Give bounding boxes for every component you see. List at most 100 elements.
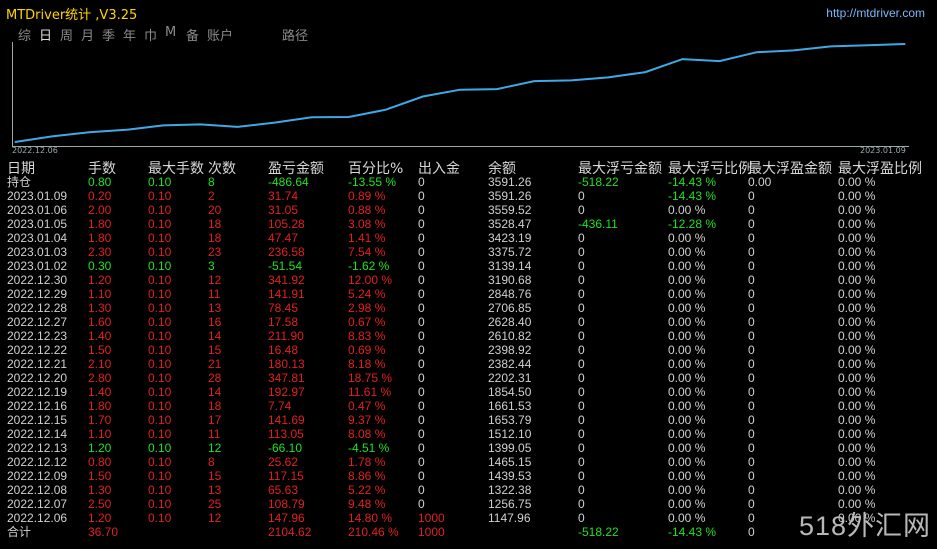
cell-0: 2022.12.20 — [7, 371, 68, 385]
website-link[interactable]: http://mtdriver.com — [826, 6, 925, 20]
cell-2: 0.10 — [148, 217, 172, 231]
cell-9: 0.00 % — [668, 427, 706, 441]
cell-5: 7.54 % — [348, 245, 386, 259]
cell-11: 0.00 % — [838, 413, 876, 427]
table-row: 持仓 0.80 0.10 8 -486.64 -13.55 % 0 3591.26 -518.2… — [0, 175, 937, 189]
cell-1: 1.20 — [88, 441, 112, 455]
cell-6: 0 — [418, 273, 425, 287]
cell-8: 0 — [578, 245, 585, 259]
tab-10[interactable]: 路径 — [282, 29, 309, 44]
cell-3: 17 — [208, 413, 222, 427]
cell-8: 0 — [578, 371, 585, 385]
cell-9: 0.00 % — [668, 441, 706, 455]
cell-10: 0.00 — [748, 175, 772, 189]
tab-3[interactable]: 月 — [81, 29, 95, 44]
cell-3: 13 — [208, 301, 222, 315]
cell-10: 0 — [748, 245, 755, 259]
cell-9: -14.43 % — [668, 189, 717, 203]
cell-11: 0.00 % — [838, 245, 876, 259]
equity-point-5 — [199, 123, 202, 126]
tab-4[interactable]: 季 — [102, 29, 116, 44]
cell-6: 0 — [418, 315, 425, 329]
cell-11: 0.00 % — [838, 343, 876, 357]
cell-2: 0.10 — [148, 399, 172, 413]
cell-4: 105.28 — [268, 217, 305, 231]
cell-5: 0.47 % — [348, 399, 386, 413]
table-row: 2022.12.14 1.10 0.10 11 113.05 8.08 % 0 1512.10… — [0, 427, 937, 441]
cell-9: 0.00 % — [668, 371, 706, 385]
cell-8: 0 — [578, 315, 585, 329]
cell-9: 0.00 % — [668, 511, 706, 525]
cell-7: 1653.79 — [488, 413, 532, 427]
cell-11: 0.00 % — [838, 217, 876, 231]
cell-10: 0 — [748, 483, 755, 497]
equity-line-chart — [14, 43, 906, 143]
tab-6[interactable]: 巾 — [144, 29, 158, 44]
cell-11: 0.00 % — [838, 483, 876, 497]
cell-9: 0.00 % — [668, 315, 706, 329]
equity-point-8 — [311, 116, 313, 118]
cell-6: 0 — [418, 483, 425, 497]
cell-2: 0.10 — [148, 259, 172, 273]
cell-3: 11 — [208, 427, 221, 441]
cell-0: 2022.12.28 — [7, 301, 68, 315]
cell-1: 1.30 — [88, 483, 112, 497]
cell-6: 0 — [418, 497, 425, 511]
equity-chart — [12, 42, 909, 147]
cell-8: 0 — [578, 483, 585, 497]
cell-6: 1000 — [418, 511, 445, 525]
cell-4: -51.54 — [268, 259, 303, 273]
table-row: 2022.12.28 1.30 0.10 13 78.45 2.98 % 0 2706.85 0… — [0, 301, 937, 315]
cell-5: 0.67 % — [348, 315, 386, 329]
tab-2[interactable]: 周 — [60, 29, 74, 44]
cell-2: 0.10 — [148, 357, 172, 371]
cell-3: 8 — [208, 175, 215, 189]
table-row: 2022.12.16 1.80 0.10 18 7.74 0.47 % 0 1661.53 0 0… — [0, 399, 937, 413]
cell-4: -486.64 — [268, 175, 309, 189]
column-header-5: 百分比% — [348, 161, 404, 177]
cell-2: 0.10 — [148, 469, 172, 483]
cell-4: 347.81 — [268, 371, 305, 385]
cell-8: -518.22 — [578, 175, 619, 189]
cell-2: 0.10 — [148, 287, 172, 301]
cell-4: 211.90 — [268, 329, 304, 343]
cell-2: 0.10 — [148, 245, 172, 259]
cell-1: 1.50 — [88, 343, 112, 357]
cell-8: 0 — [578, 413, 585, 427]
cell-2: 0.10 — [148, 175, 172, 189]
cell-6: 0 — [418, 301, 425, 315]
table-row: 2022.12.09 1.50 0.10 15 117.15 8.86 % 0 1439.53… — [0, 469, 937, 483]
tab-0[interactable]: 综 — [18, 29, 32, 44]
cell-10: 0 — [748, 259, 755, 273]
cell-11: 0.00 % — [838, 441, 876, 455]
cell-6: 0 — [418, 343, 425, 357]
tab-1[interactable]: 日 — [39, 29, 53, 44]
tab-7[interactable]: M — [165, 25, 177, 40]
cell-11: 0.00 % — [838, 371, 876, 385]
equity-point-24 — [904, 43, 906, 45]
cell-1: 0.20 — [88, 189, 112, 203]
table-row: 2023.01.04 1.80 0.10 18 47.47 1.41 % 0 3423.19 0… — [0, 231, 937, 245]
cell-2: 0.10 — [148, 301, 172, 315]
cell-8: 0 — [578, 287, 585, 301]
cell-10: 0 — [748, 413, 755, 427]
equity-point-16 — [607, 76, 609, 79]
column-header-1: 手数 — [88, 161, 116, 177]
column-header-10: 最大浮盈金额 — [748, 161, 832, 177]
table-row: 2022.12.08 1.30 0.10 13 65.63 5.22 % 0 1322.38 0… — [0, 483, 937, 497]
tab-5[interactable]: 年 — [123, 29, 137, 44]
equity-point-10 — [385, 109, 387, 111]
tab-9[interactable]: 账户 — [207, 29, 234, 44]
cell-3: 13 — [208, 483, 222, 497]
cell-7: 1399.05 — [488, 441, 532, 455]
cell-11: 0.00 % — [838, 231, 876, 245]
cell-1: 2.10 — [88, 357, 112, 371]
cell-4: 141.69 — [268, 413, 305, 427]
cell-8: 0 — [578, 343, 585, 357]
cell-10: 0 — [748, 427, 755, 441]
tab-8[interactable]: 备 — [186, 29, 200, 44]
equity-point-19 — [718, 60, 721, 62]
cell-8: 0 — [578, 427, 585, 441]
cell-6: 0 — [418, 427, 425, 441]
cell-2: 0.10 — [148, 273, 172, 287]
